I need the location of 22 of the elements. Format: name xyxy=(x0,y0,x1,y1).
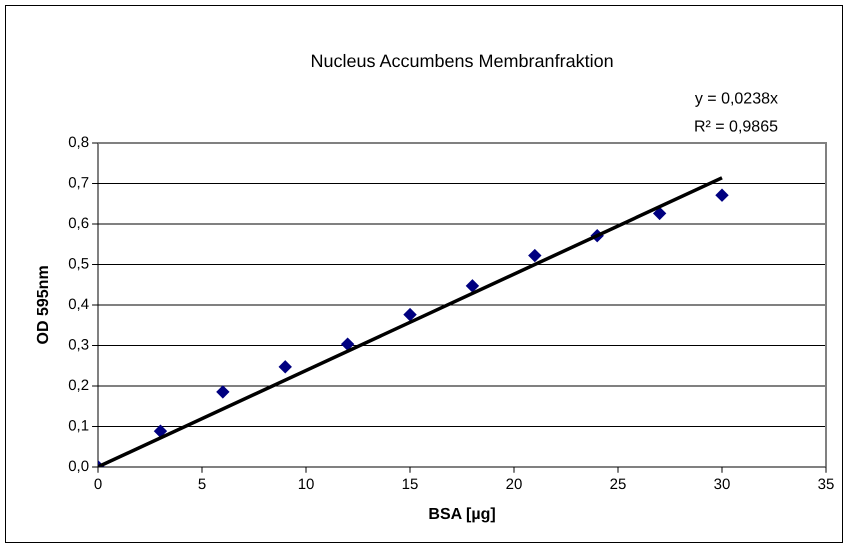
y-tick-label: 0,4 xyxy=(68,296,90,314)
y-tick-label: 0,6 xyxy=(68,215,90,232)
text: R² = 0,9865 xyxy=(694,118,778,136)
y-axis-title: OD 595nm xyxy=(35,265,52,344)
x-axis-title: BSA [µg] xyxy=(428,506,496,523)
text: y = 0,0238x xyxy=(694,90,778,108)
y-tick-label: 0,1 xyxy=(68,417,90,434)
y-tick-label: 0,8 xyxy=(68,134,90,152)
x-tick-label: 15 xyxy=(402,476,418,493)
y-tick-label: 0,0 xyxy=(68,458,90,475)
x-tick-label: 10 xyxy=(298,476,314,493)
x-tick-label: 25 xyxy=(610,476,626,493)
x-tick-label: 30 xyxy=(714,476,730,493)
x-tick-label: 35 xyxy=(818,476,834,493)
x-tick-label: 20 xyxy=(506,476,522,493)
y-tick-label: 0,5 xyxy=(68,256,90,273)
y-tick-label: 0,7 xyxy=(68,174,90,192)
x-tick-label: 5 xyxy=(198,476,206,493)
y-tick-label: 0,2 xyxy=(68,376,90,394)
y-tick-label: 0,3 xyxy=(68,336,90,354)
chart-title: Nucleus Accumbens Membranfraktion xyxy=(310,50,614,71)
x-tick-label: 0 xyxy=(94,476,102,493)
